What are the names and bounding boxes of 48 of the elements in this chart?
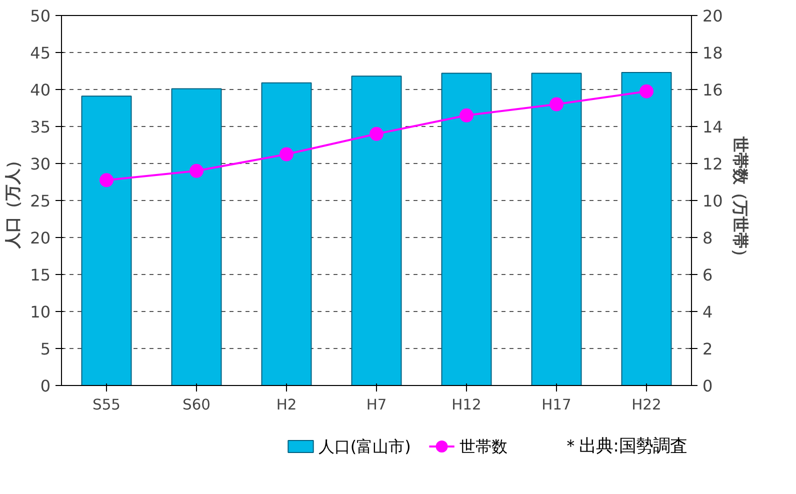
x-tick-label: S55 [92,396,120,414]
x-tick-label: H12 [452,396,482,414]
text: ＊出典:国勢調査 [562,436,687,456]
y-tick-label: 40 [30,80,50,100]
legend-label: 人口(富山市) [318,437,411,456]
x-tick-label: H2 [276,396,297,414]
y-tick-label: 35 [30,118,50,136]
bar [621,72,672,386]
bar [441,72,492,386]
y-axis-title: 人口（万人） [3,152,22,250]
y2-axis-title: 世帯数（万世帯） [730,136,750,264]
x-tick-label: H17 [542,396,572,414]
y-tick-label: 20 [30,228,50,248]
y2-tick-label: 2 [702,340,713,358]
y2-tick-label: 14 [702,118,723,136]
y2-tick-label: 6 [702,266,713,284]
legend-label: 世帯数 [459,437,508,456]
y2-tick-label: 18 [702,44,723,62]
y-tick-label: 30 [30,154,50,174]
x-tick-label: H22 [632,396,662,414]
point [640,84,654,98]
x-tick-label: S60 [182,396,210,414]
y-tick-label: 50 [30,6,50,26]
y2-tick-label: 10 [702,192,723,210]
x-tick-label: H7 [366,396,387,414]
point [190,164,204,178]
y-tick-label: 15 [30,266,50,284]
point [370,126,384,141]
y-tick-label: 0 [40,376,51,396]
point [280,147,294,162]
point [460,108,474,122]
bar [81,96,132,386]
y-tick-label: 10 [30,302,50,322]
y2-tick-label: 0 [702,376,713,396]
bar [261,82,312,386]
point [550,97,564,112]
y-tick-label: 45 [30,44,50,62]
y2-tick-label: 12 [702,154,723,174]
y2-tick-label: 16 [702,80,723,100]
y2-tick-label: 20 [702,6,723,26]
y-tick-label: 25 [30,192,50,210]
bar [171,88,222,386]
bar [531,72,582,386]
y2-tick-label: 4 [702,302,713,322]
bar [351,76,402,386]
point [100,173,114,188]
y-tick-label: 5 [40,340,51,358]
y2-tick-label: 8 [702,228,713,248]
